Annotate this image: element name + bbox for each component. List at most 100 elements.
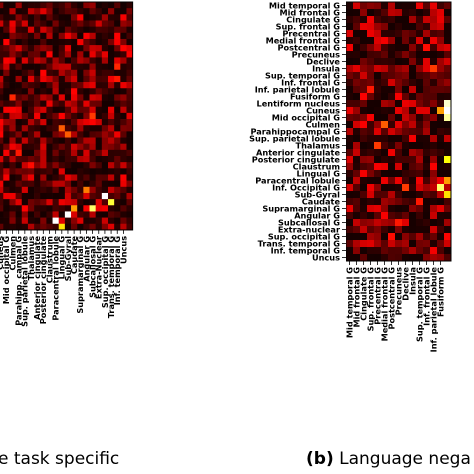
heatmap-cell <box>120 20 127 27</box>
heatmap-cell <box>388 170 396 178</box>
heatmap-cell <box>27 192 35 200</box>
heatmap-cell <box>346 93 354 101</box>
heatmap-cell <box>89 174 97 181</box>
heatmap-cell <box>381 58 389 66</box>
heatmap-cell <box>64 223 72 231</box>
heatmap-cell <box>402 121 410 129</box>
heatmap-cell <box>388 23 396 31</box>
heatmap-cell <box>367 72 375 80</box>
heatmap-cell <box>388 65 396 73</box>
heatmap-cell <box>381 254 389 262</box>
heatmap-cell <box>46 88 53 95</box>
heatmap-cell <box>437 107 445 115</box>
heatmap-cell <box>374 184 382 192</box>
heatmap-cell <box>9 156 16 163</box>
heatmap-cell <box>346 184 354 192</box>
heatmap-cell <box>101 2 109 9</box>
heatmap-cell <box>77 69 84 77</box>
heatmap-cell <box>95 75 103 83</box>
heatmap-cell <box>40 131 47 138</box>
heatmap-cell <box>120 112 127 120</box>
heatmap-cell <box>402 233 410 241</box>
heatmap-cell <box>89 223 97 231</box>
heatmap-cell <box>395 170 403 178</box>
heatmap-cell <box>64 149 72 157</box>
heatmap-cell <box>40 57 47 64</box>
heatmap-cell <box>374 44 382 52</box>
heatmap-cell <box>83 45 90 52</box>
heatmap-cell <box>21 192 29 200</box>
heatmap-cell <box>52 51 60 58</box>
heatmap-cell <box>416 44 424 52</box>
heatmap-cell <box>430 170 438 178</box>
heatmap-cell <box>27 106 35 114</box>
heatmap-cell <box>126 174 133 181</box>
heatmap-cell <box>64 26 72 34</box>
heatmap-cell <box>402 23 410 31</box>
heatmap-cell <box>9 63 16 71</box>
heatmap-cell <box>409 163 417 171</box>
heatmap-cell <box>416 226 424 234</box>
heatmap-cell <box>430 163 438 171</box>
heatmap-cell <box>77 32 84 40</box>
heatmap-cell <box>77 20 84 27</box>
heatmap-cell <box>3 38 10 46</box>
heatmap-cell <box>388 177 396 185</box>
heatmap-cell <box>83 20 90 27</box>
heatmap-cell <box>21 149 29 157</box>
heatmap-cell <box>40 26 47 34</box>
heatmap-cell <box>430 240 438 248</box>
heatmap-cell <box>15 51 23 58</box>
heatmap-cell <box>52 205 60 212</box>
heatmap-cell <box>409 135 417 143</box>
heatmap-cell <box>353 219 361 227</box>
heatmap-cell <box>0 82 4 89</box>
heatmap-cell <box>120 131 127 138</box>
heatmap-cell <box>367 135 375 143</box>
heatmap-cell <box>27 45 35 52</box>
heatmap-cell <box>21 137 29 145</box>
heatmap-cell <box>0 186 4 194</box>
heatmap-cell <box>114 2 121 9</box>
heatmap-cell <box>9 75 16 83</box>
heatmap-cell <box>108 2 115 9</box>
heatmap-cell <box>126 2 133 9</box>
heatmap-cell <box>27 112 35 120</box>
heatmap-cell <box>416 219 424 227</box>
heatmap-cell <box>77 211 84 218</box>
heatmap-cell <box>101 205 109 212</box>
heatmap-cell <box>416 2 424 10</box>
heatmap-cell <box>34 75 41 83</box>
heatmap-cell <box>395 191 403 199</box>
heatmap-cell <box>52 143 60 151</box>
heatmap-cell <box>114 112 121 120</box>
heatmap-cell <box>95 125 103 132</box>
heatmap-cell <box>3 119 10 126</box>
heatmap-cell <box>58 162 66 169</box>
heatmap-cell <box>388 240 396 248</box>
heatmap-cell <box>40 186 47 194</box>
heatmap-cell <box>3 57 10 64</box>
heatmap-cell <box>108 131 115 138</box>
heatmap-cell <box>0 199 4 206</box>
heatmap-cell <box>46 180 53 188</box>
heatmap-cell <box>409 2 417 10</box>
heatmap-cell <box>126 57 133 64</box>
heatmap-cell <box>402 135 410 143</box>
heatmap-cell <box>71 63 78 71</box>
heatmap-cell <box>444 142 452 150</box>
heatmap-cell <box>108 211 115 218</box>
heatmap-cell <box>9 162 16 169</box>
heatmap-cell <box>108 106 115 114</box>
heatmap-cell <box>9 38 16 46</box>
heatmap-cell <box>395 51 403 59</box>
heatmap-cell <box>416 100 424 108</box>
heatmap-cell <box>346 191 354 199</box>
heatmap-cell <box>71 223 78 231</box>
heatmap-cell <box>367 79 375 87</box>
heatmap-cell <box>126 75 133 83</box>
heatmap-cell <box>40 94 47 101</box>
heatmap-cell <box>34 26 41 34</box>
heatmap-cell <box>416 65 424 73</box>
heatmap-cell <box>381 135 389 143</box>
